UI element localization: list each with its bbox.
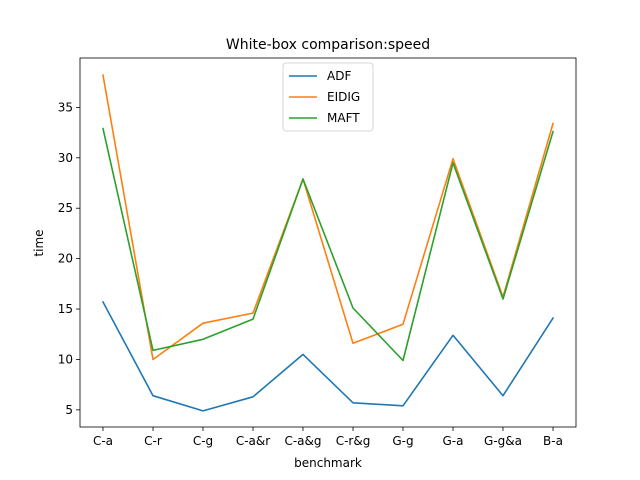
y-tick-label: 5 (65, 403, 73, 417)
legend-entry-adf: ADF (327, 69, 351, 83)
x-tick-label: C-a&g (284, 434, 321, 448)
y-tick-label: 35 (58, 100, 73, 114)
y-tick-label: 20 (58, 252, 73, 266)
x-tick-label: G-g (392, 434, 413, 448)
series-line-maft (102, 127, 554, 362)
plot-area: C-a C-r C-g C-a&r C-a&g C-r&g G-g G-a G-g&a B-a 5 1… (58, 57, 577, 448)
legend-box (282, 62, 374, 132)
legend: ADF EIDIG MAFT (282, 62, 374, 132)
y-tick-label: 15 (58, 302, 73, 316)
y-axis-label: time (32, 229, 46, 256)
series-line-adf (101, 300, 555, 412)
x-tick-label: C-a&r (236, 434, 270, 448)
x-tick-label: G-a (443, 434, 464, 448)
x-tick-label: B-a (543, 434, 563, 448)
legend-entry-maft: MAFT (327, 111, 360, 125)
series-line-eidig (102, 74, 554, 361)
y-tick-label: 25 (58, 201, 73, 215)
x-tick-label: C-a (93, 434, 113, 448)
legend-entry-eidig: EIDIG (327, 90, 360, 104)
axes-frame (79, 57, 577, 428)
x-axis-label: benchmark (294, 456, 362, 470)
x-tick-label: C-r&g (336, 434, 371, 448)
x-tick-label: C-r (144, 434, 162, 448)
x-tick-label: C-g (193, 434, 213, 448)
y-tick-label: 10 (58, 352, 73, 366)
chart-title: White-box comparison:speed (226, 37, 430, 53)
x-tick-label: G-g&a (484, 434, 522, 448)
y-tick-label: 30 (58, 151, 73, 165)
